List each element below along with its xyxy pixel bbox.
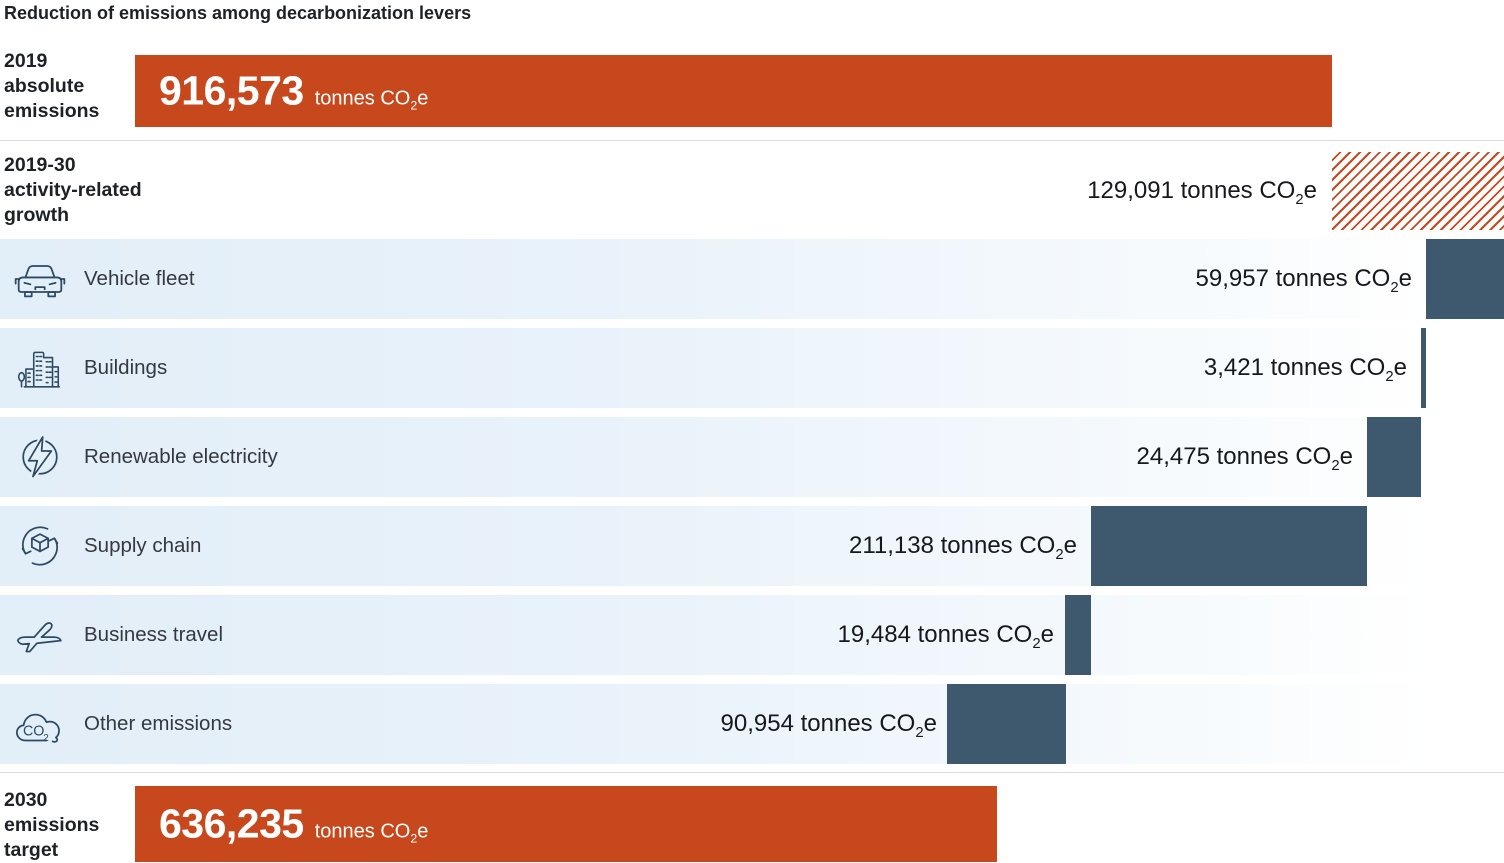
divider-top — [0, 140, 1504, 141]
lever-bar — [1065, 595, 1091, 675]
value-2030: 636,235 — [159, 800, 304, 847]
buildings-icon — [12, 340, 68, 396]
airplane-icon — [12, 607, 68, 663]
unit-growth: tonnes CO2e — [1173, 177, 1317, 208]
lever-row-supply-chain: Supply chain 211,138 tonnes CO2e — [0, 506, 1504, 586]
value-2019: 916,573 — [159, 67, 304, 114]
cube-cycle-icon — [12, 518, 68, 574]
lever-bar — [1367, 417, 1421, 497]
label-2030-emissions-target: 2030 emissions target — [4, 789, 100, 861]
lever-value: 3,421 tonnes CO2e — [1203, 354, 1407, 385]
chart-title: Reduction of emissions among decarboniza… — [4, 3, 472, 23]
lever-bar — [1421, 328, 1426, 408]
lever-row-vehicle-fleet: Vehicle fleet 59,957 tonnes CO2e — [0, 239, 1504, 319]
lever-row-business-travel: Business travel 19,484 tonnes CO2e — [0, 595, 1504, 675]
lightning-circle-icon — [12, 429, 68, 485]
lever-value: 59,957 tonnes CO2e — [1195, 265, 1412, 296]
unit-2030: tonnes CO2e — [314, 820, 429, 846]
lever-label: Other emissions — [84, 712, 233, 735]
lever-row-buildings: Buildings 3,421 tonnes CO2e — [0, 328, 1504, 408]
co2-cloud-icon: CO 2 — [12, 696, 68, 752]
lever-bar — [1426, 239, 1504, 319]
lever-label: Supply chain — [84, 534, 202, 557]
unit-2019: tonnes CO2e — [314, 87, 429, 113]
value-activity-growth: 129,091 tonnes CO2e — [1087, 177, 1317, 208]
label-activity-growth: 2019-30 activity-related growth — [4, 154, 142, 226]
lever-row-renewable-electricity: Renewable electricity 24,475 tonnes CO2e — [0, 417, 1504, 497]
bar-2019-absolute-emissions: 916,573 tonnes CO2e — [135, 55, 1332, 127]
lever-row-other-emissions: CO 2 Other emissions 90,954 tonnes CO2e — [0, 684, 1504, 764]
car-icon — [12, 251, 68, 307]
lever-bar — [947, 684, 1066, 764]
svg-text:2: 2 — [43, 733, 49, 744]
divider-bottom — [0, 772, 1504, 773]
bar-2030-value: 636,235 tonnes CO2e — [159, 801, 428, 848]
lever-label: Renewable electricity — [84, 445, 278, 468]
label-2019-absolute-emissions: 2019 absolute emissions — [4, 50, 100, 122]
lever-value: 90,954 tonnes CO2e — [720, 710, 937, 741]
growth-hatched-bar — [1332, 152, 1504, 230]
bar-2019-value: 916,573 tonnes CO2e — [159, 68, 428, 115]
lever-bar — [1091, 506, 1367, 586]
lever-label: Vehicle fleet — [84, 267, 195, 290]
svg-text:CO: CO — [23, 724, 44, 740]
lever-value: 24,475 tonnes CO2e — [1136, 443, 1353, 474]
lever-value: 211,138 tonnes CO2e — [848, 532, 1077, 563]
bar-2030-emissions-target: 636,235 tonnes CO2e — [135, 786, 997, 862]
lever-value: 19,484 tonnes CO2e — [837, 621, 1054, 652]
lever-label: Business travel — [84, 623, 224, 646]
lever-label: Buildings — [84, 356, 168, 379]
